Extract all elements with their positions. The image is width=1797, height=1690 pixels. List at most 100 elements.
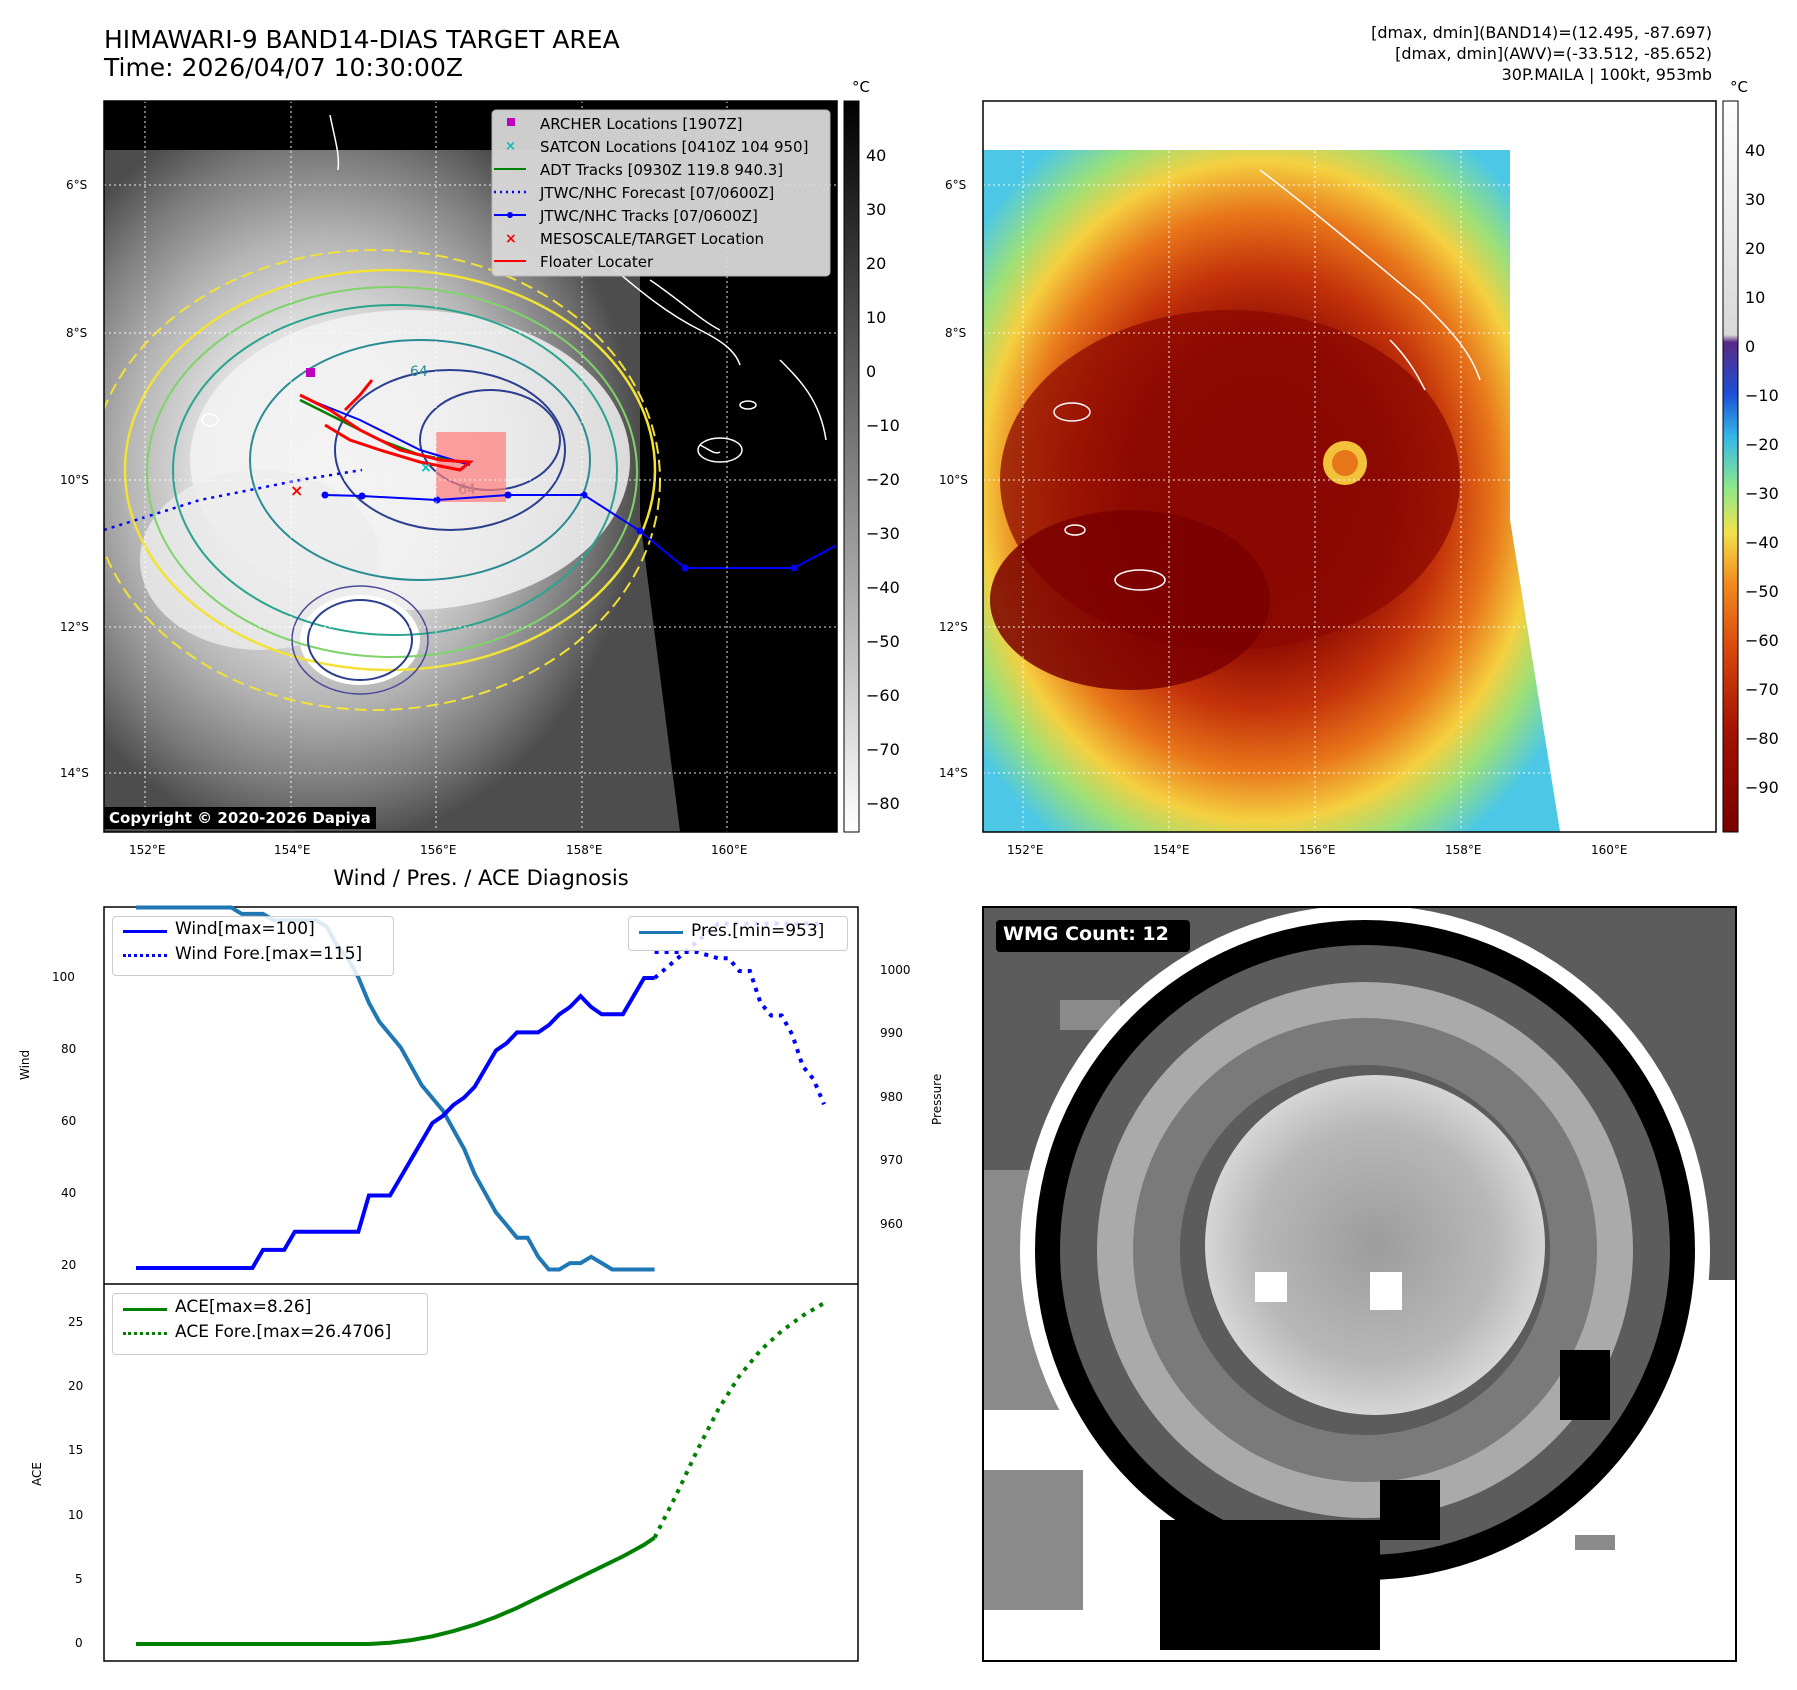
cbar-tick: 40 [1745, 141, 1766, 160]
legend-swatch-pres [639, 931, 683, 934]
cbar-tick: 0 [1745, 337, 1756, 356]
ace-tick: 20 [68, 1379, 84, 1393]
svg-text:×: × [505, 231, 517, 247]
info-line-3: 30P.MAILA | 100kt, 953mb [1501, 65, 1712, 84]
cbar-tick: −80 [866, 794, 900, 813]
lat-label: 8°S [66, 326, 88, 340]
lon-label: 152°E [129, 843, 166, 857]
cbar-tick: 0 [866, 362, 877, 381]
lat-label: 6°S [945, 178, 967, 192]
cbar-tick: −80 [1745, 729, 1779, 748]
diag-title: Wind / Pres. / ACE Diagnosis [333, 866, 629, 890]
legend-jtwc-forecast: JTWC/NHC Forecast [07/0600Z] [540, 184, 775, 202]
legend-jtwc-tracks: JTWC/NHC Tracks [07/0600Z] [540, 207, 758, 225]
lat-label: 6°S [66, 178, 88, 192]
ace-ylabel: ACE [30, 1462, 44, 1486]
wind-tick: 20 [61, 1258, 77, 1272]
map-legend: × × [491, 109, 831, 277]
svg-text:×: × [420, 460, 432, 476]
ace-tick: 0 [75, 1636, 83, 1650]
title-line-2: Time: 2026/04/07 10:30:00Z [104, 53, 463, 82]
legend-swatch-ace [123, 1308, 167, 1311]
pressure-forecast-line [654, 950, 826, 1106]
lat-label: 10°S [939, 473, 968, 487]
cbar-tick: −30 [1745, 484, 1779, 503]
colorbar-ir [843, 100, 860, 833]
wind-tick: 40 [61, 1186, 77, 1200]
title-line-1: HIMAWARI-9 BAND14-DIAS TARGET AREA [104, 25, 620, 54]
cbar-tick: 20 [1745, 239, 1766, 258]
ace-tick: 10 [68, 1508, 84, 1522]
lon-label: 154°E [274, 843, 311, 857]
cbar-tick: −30 [866, 524, 900, 543]
cbar-tick: −40 [866, 578, 900, 597]
legend-adt: ADT Tracks [0930Z 119.8 940.3] [540, 161, 784, 179]
wv-map-panel [982, 100, 1717, 833]
pres-tick: 1000 [880, 963, 911, 977]
pres-tick: 980 [880, 1090, 903, 1104]
lat-label: 14°S [60, 766, 89, 780]
ir-map-panel: 64 64 [103, 100, 838, 833]
wind-tick: 80 [61, 1042, 77, 1056]
cbar-tick: 10 [1745, 288, 1766, 307]
ace-forecast-line [652, 1301, 826, 1539]
lon-label: 158°E [566, 843, 603, 857]
copyright-badge: Copyright © 2020-2026 Dapiya [104, 807, 376, 829]
lon-label: 156°E [1299, 843, 1336, 857]
cbar-tick: −40 [1745, 533, 1779, 552]
legend-swatch-wind [123, 930, 167, 933]
legend-swatch-wind-fore [123, 954, 167, 957]
legend-wind-fore-label: Wind Fore.[max=115] [175, 944, 363, 964]
ace-tick: 15 [68, 1443, 84, 1457]
lat-label: 12°S [939, 620, 968, 634]
cbar-tick: −70 [866, 740, 900, 759]
cbar-tick: −20 [1745, 435, 1779, 454]
lon-label: 156°E [420, 843, 457, 857]
info-line-2: [dmax, dmin](AWV)=(-33.512, -85.652) [1395, 44, 1712, 63]
legend-satcon: SATCON Locations [0410Z 104 950] [540, 138, 809, 156]
pres-legend: Pres.[min=953] [628, 916, 848, 951]
diag-chart [103, 905, 859, 1662]
ace-tick: 25 [68, 1315, 84, 1329]
wind-tick: 100 [52, 970, 75, 984]
legend-mesoscale: MESOSCALE/TARGET Location [540, 230, 765, 248]
ace-legend: ACE[max=8.26] ACE Fore.[max=26.4706] [112, 1293, 428, 1355]
cbar-tick: −70 [1745, 680, 1779, 699]
cbar-tick: 10 [866, 308, 887, 327]
pres-ylabel: Pressure [930, 1073, 944, 1125]
lat-label: 8°S [945, 326, 967, 340]
lon-label: 158°E [1445, 843, 1482, 857]
cbar-tick: 40 [866, 146, 887, 165]
pres-tick: 990 [880, 1026, 903, 1040]
cbar-tick: −50 [866, 632, 900, 651]
colorbar-wv [1722, 100, 1739, 833]
cbar-tick: −50 [1745, 582, 1779, 601]
map-legend-labels: ARCHER Locations [1907Z] SATCON Location… [540, 113, 808, 274]
wmg-panel [982, 906, 1737, 1662]
cbar-tick: −90 [1745, 778, 1779, 797]
lat-label: 14°S [939, 766, 968, 780]
legend-pres-label: Pres.[min=953] [691, 921, 825, 941]
svg-text:×: × [290, 481, 303, 500]
cbar-tick: −10 [1745, 386, 1779, 405]
wind-tick: 60 [61, 1114, 77, 1128]
pres-tick: 960 [880, 1217, 903, 1231]
legend-archer: ARCHER Locations [1907Z] [540, 115, 743, 133]
legend-floater: Floater Locater [540, 253, 654, 271]
ace-tick: 5 [75, 1572, 83, 1586]
lat-label: 10°S [60, 473, 89, 487]
lon-label: 160°E [711, 843, 748, 857]
legend-ace-fore-label: ACE Fore.[max=26.4706] [175, 1322, 392, 1342]
legend-wind-label: Wind[max=100] [175, 919, 315, 939]
cbar-tick: −20 [866, 470, 900, 489]
cbar2-unit: °C [1730, 78, 1748, 96]
cbar-tick: −60 [1745, 631, 1779, 650]
cbar-tick: 30 [866, 200, 887, 219]
wind-line [136, 976, 655, 1270]
cbar-tick: 30 [1745, 190, 1766, 209]
lat-label: 12°S [60, 620, 89, 634]
lon-label: 154°E [1153, 843, 1190, 857]
svg-text:×: × [505, 139, 516, 154]
cbar1-unit: °C [852, 78, 870, 96]
